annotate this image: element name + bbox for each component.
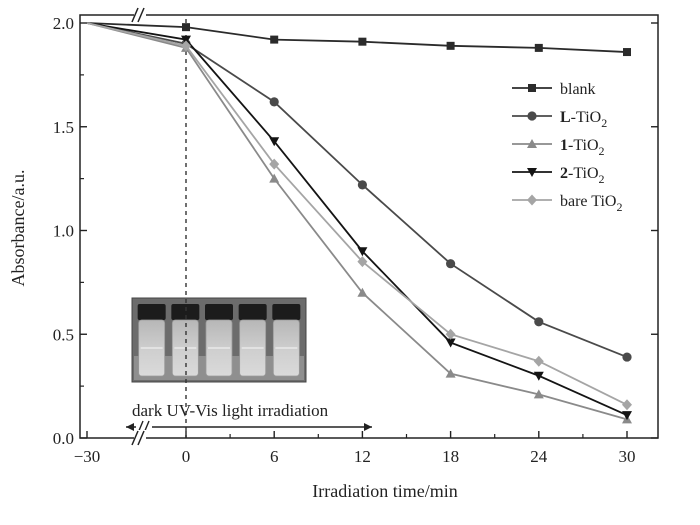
legend-label-subscript: 2: [601, 116, 607, 130]
y-tick-label: 1.0: [53, 222, 74, 241]
diamond-marker: [269, 158, 280, 170]
arrow-head-right: [364, 423, 372, 431]
y-tick-label: 0.0: [53, 429, 74, 448]
triangle-down-marker: [181, 35, 191, 45]
y-tick-label: 1.5: [53, 118, 74, 137]
axis-break-mark: [137, 7, 145, 23]
arrow-head-left: [126, 423, 134, 431]
square-marker: [182, 23, 190, 32]
x-tick-label: 6: [270, 447, 279, 466]
legend-label: bare TiO2: [560, 193, 622, 214]
legend-label-subscript: 2: [616, 200, 622, 214]
vial-cap: [171, 304, 200, 320]
irradiation-arrow: [126, 419, 372, 435]
vial-cap: [238, 304, 267, 320]
diamond-marker: [357, 256, 368, 268]
square-marker: [623, 48, 631, 57]
legend-label-main: -TiO: [571, 109, 602, 126]
square-marker: [358, 37, 367, 46]
legend-item: L-TiO2: [512, 109, 607, 130]
legend-label: 1-TiO2: [560, 137, 605, 158]
triangle-up-marker: [445, 368, 456, 378]
series-5: [86, 22, 632, 411]
legend-item: 2-TiO2: [512, 165, 605, 186]
series-1: [86, 22, 631, 57]
diamond-marker: [445, 328, 456, 340]
legend-label: L-TiO2: [560, 109, 607, 130]
irradiation-annotation: dark UV-Vis light irradiation: [132, 401, 329, 420]
inset-photo: [131, 297, 307, 383]
x-tick-label: 24: [530, 447, 548, 466]
legend-label-main: blank: [560, 81, 596, 98]
circle-marker: [622, 352, 632, 362]
circle-marker: [269, 97, 279, 107]
axis-break-mark: [137, 430, 145, 446]
legend-label-main: -TiO: [568, 165, 599, 182]
triangle-up-marker: [527, 139, 537, 148]
y-tick-label: 2.0: [53, 14, 74, 33]
diamond-marker: [533, 355, 544, 367]
triangle-down-marker: [269, 137, 280, 147]
axis-break-mark: [131, 7, 139, 23]
axis-break-mark: [131, 430, 139, 446]
y-axis: 0.0 0.5 1.0 1.5 2.0: [53, 14, 658, 448]
triangle-down-marker: [622, 411, 632, 421]
legend-label-subscript: 2: [599, 172, 605, 186]
legend-label-bold: 1: [560, 137, 568, 154]
x-tick-label: 0: [182, 447, 191, 466]
x-tick-label: 12: [354, 447, 371, 466]
legend-label-main: -TiO: [568, 137, 599, 154]
vial-cap: [272, 304, 301, 320]
legend-item: bare TiO2: [512, 193, 622, 214]
triangle-down-marker: [445, 338, 456, 348]
triangle-up-marker: [357, 287, 368, 297]
plot-frame: [79, 14, 659, 439]
legend-label-main: bare TiO: [560, 193, 616, 210]
x-tick-label: 18: [442, 447, 459, 466]
circle-marker: [446, 259, 456, 269]
vial-cap: [205, 304, 233, 320]
circle-marker: [357, 180, 367, 190]
legend-item: 1-TiO2: [512, 137, 605, 158]
diamond-marker: [527, 194, 537, 206]
x-tick-label: 30: [619, 447, 636, 466]
legend-label-bold: 2: [560, 165, 568, 182]
circle-marker: [527, 111, 537, 121]
legend-label-bold: L: [560, 109, 571, 126]
legend-label: 2-TiO2: [560, 165, 605, 186]
series-line: [86, 22, 628, 53]
triangle-down-marker: [527, 168, 537, 177]
diamond-marker: [181, 40, 191, 52]
diamond-marker: [622, 399, 632, 411]
x-tick-label: −30: [74, 447, 101, 466]
y-tick-label: 0.5: [53, 325, 74, 344]
legend-item: blank: [512, 81, 596, 98]
x-axis-title: Irradiation time/min: [312, 481, 457, 501]
triangle-down-marker: [357, 247, 368, 257]
triangle-up-marker: [533, 389, 544, 399]
x-axis: −30 0 6 12 18 24 30: [74, 431, 636, 466]
series-layer: [86, 22, 632, 424]
series-4: [86, 22, 632, 421]
vial-cap: [137, 304, 166, 320]
square-marker: [446, 41, 455, 50]
triangle-up-marker: [269, 173, 280, 183]
square-marker: [534, 43, 543, 52]
axis-break-marks: [131, 7, 146, 446]
legend-label-subscript: 2: [599, 144, 605, 158]
triangle-down-marker: [533, 371, 544, 381]
y-axis-title: Absorbance/a.u.: [8, 170, 28, 287]
circle-marker: [534, 317, 544, 327]
square-marker: [270, 35, 279, 44]
square-marker: [528, 84, 536, 92]
legend-label: blank: [560, 81, 596, 98]
